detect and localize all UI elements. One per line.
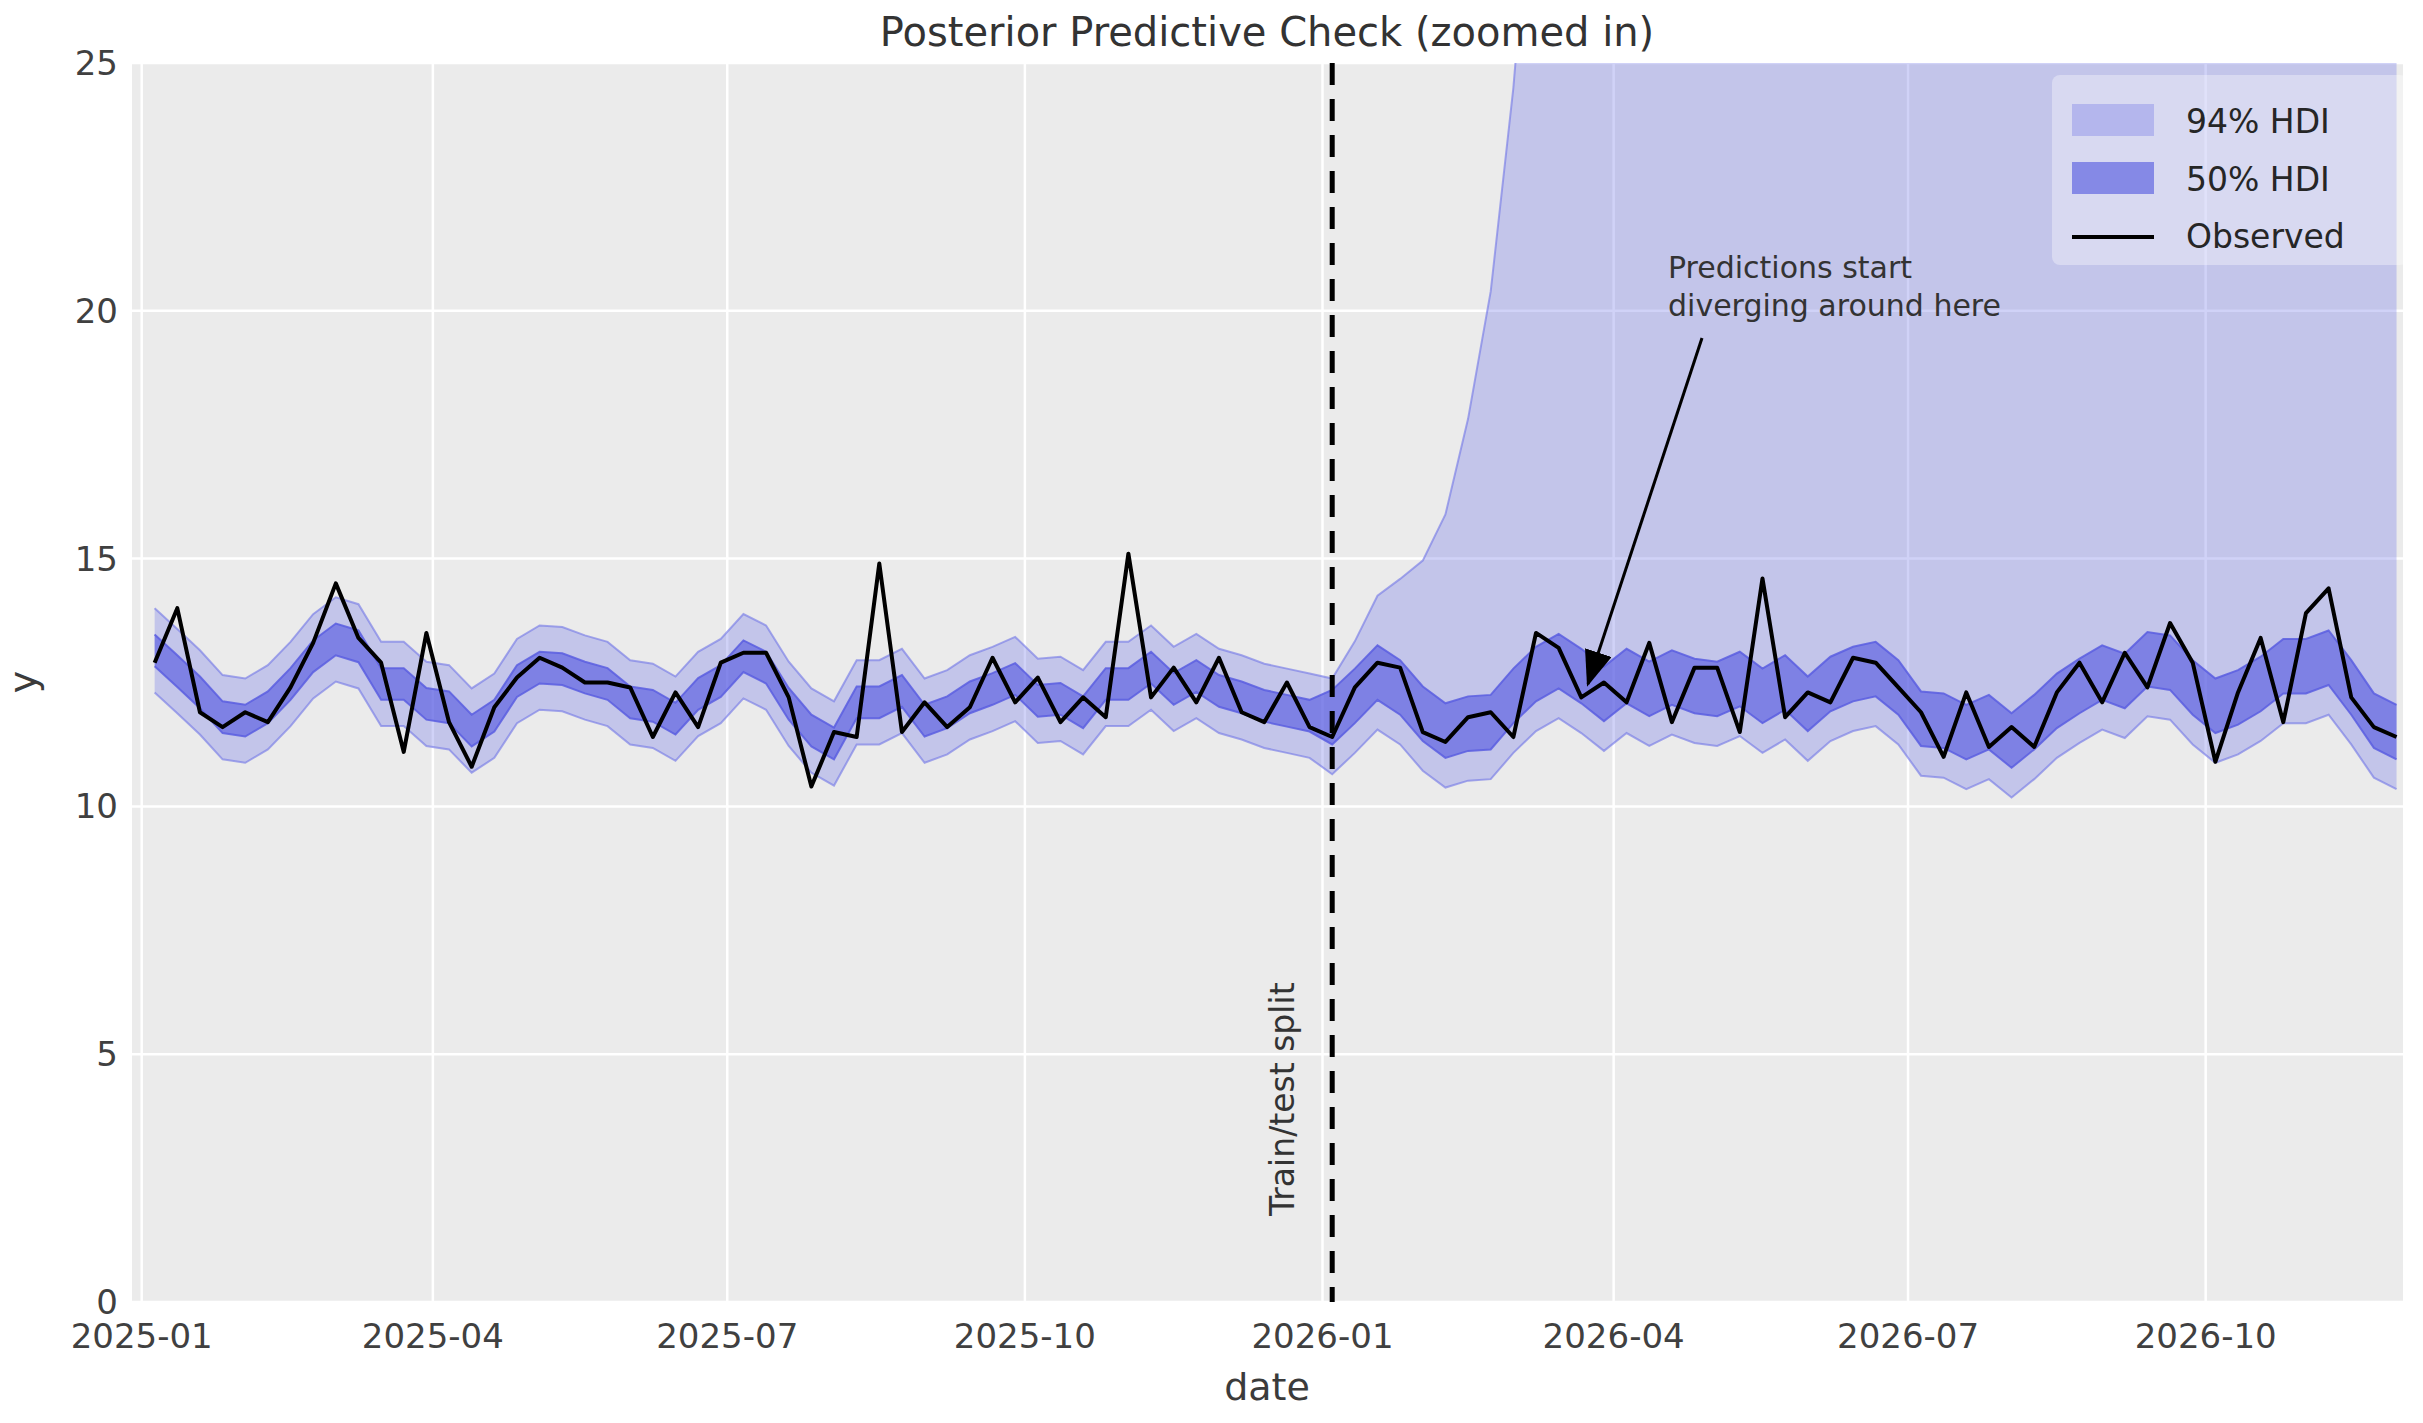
x-tick-label: 2026-01 — [1251, 1316, 1393, 1356]
annotation-line1: Predictions start — [1668, 250, 1912, 285]
train-test-split-label: Train/test split — [1263, 982, 1302, 1217]
figure: 2025-01 2025-04 2025-07 2025-10 2026-01 2026-… — [0, 0, 2423, 1423]
legend-label-50hdi: 50% HDI — [2186, 160, 2330, 199]
y-axis-tick-labels: 0 5 10 15 20 25 — [75, 43, 118, 1322]
y-tick-label: 20 — [75, 291, 118, 331]
x-axis-label: date — [1224, 1365, 1310, 1409]
legend-swatch-50hdi — [2072, 162, 2154, 194]
legend-label-94hdi: 94% HDI — [2186, 102, 2330, 141]
chart-title: Posterior Predictive Check (zoomed in) — [880, 9, 1654, 55]
x-tick-label: 2025-07 — [656, 1316, 798, 1356]
y-tick-label: 5 — [96, 1034, 118, 1074]
legend: 94% HDI 50% HDI Observed — [2052, 75, 2408, 265]
x-axis-tick-labels: 2025-01 2025-04 2025-07 2025-10 2026-01 2026-… — [71, 1316, 2277, 1356]
x-tick-label: 2026-10 — [2135, 1316, 2277, 1356]
x-tick-label: 2025-10 — [954, 1316, 1096, 1356]
x-tick-label: 2026-04 — [1543, 1316, 1685, 1356]
y-tick-label: 10 — [75, 786, 118, 826]
y-tick-label: 0 — [96, 1282, 118, 1322]
x-tick-label: 2025-01 — [71, 1316, 213, 1356]
legend-swatch-94hdi — [2072, 104, 2154, 136]
x-tick-label: 2025-04 — [362, 1316, 504, 1356]
legend-label-observed: Observed — [2186, 217, 2345, 256]
y-axis-label: y — [1, 671, 45, 694]
y-tick-label: 25 — [75, 43, 118, 83]
x-tick-label: 2026-07 — [1837, 1316, 1979, 1356]
annotation-line2: diverging around here — [1668, 288, 2001, 323]
posterior-predictive-chart: 2025-01 2025-04 2025-07 2025-10 2026-01 2026-… — [0, 0, 2423, 1423]
y-tick-label: 15 — [75, 539, 118, 579]
